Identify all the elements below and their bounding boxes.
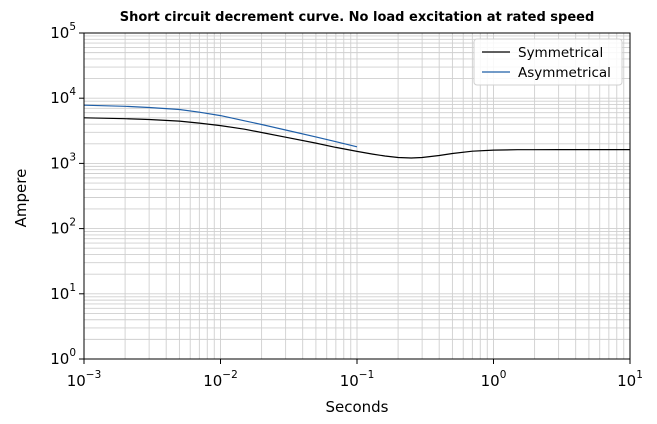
series-line-symmetrical: [83, 117, 630, 159]
series-line-asymmetrical: [83, 104, 358, 148]
x-axis-label: Seconds: [325, 398, 388, 416]
x-tick-label: 10−3: [67, 369, 102, 390]
legend-label-symmetrical: Symmetrical: [518, 45, 603, 61]
y-tick-label: 104: [50, 86, 76, 107]
x-tick-label: 100: [481, 369, 507, 390]
x-tick-label: 101: [617, 369, 643, 390]
y-tick-label: 101: [50, 282, 76, 303]
grid-lines: [83, 33, 630, 360]
y-tick-label: 100: [50, 347, 76, 368]
series-lines: [83, 104, 630, 159]
legend-label-asymmetrical: Asymmetrical: [518, 65, 611, 81]
legend-box: [473, 38, 623, 86]
y-tick-label: 102: [50, 217, 76, 238]
chart-title: Short circuit decrement curve. No load e…: [120, 10, 595, 25]
y-tick-label: 105: [50, 21, 76, 42]
y-tick-label: 103: [50, 151, 76, 172]
x-tick-label: 10−2: [203, 369, 238, 390]
x-tick-label: 10−1: [340, 369, 375, 390]
y-axis-label: Ampere: [12, 169, 30, 228]
legend: Symmetrical Asymmetrical: [473, 38, 623, 86]
